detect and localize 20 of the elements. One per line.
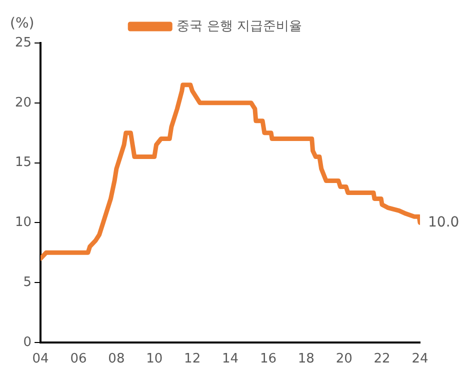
x-tick-label: 06	[70, 352, 87, 367]
x-tick-label: 04	[32, 352, 49, 367]
x-tick-label: 16	[260, 352, 276, 367]
y-tick-label: 20	[14, 95, 32, 110]
y-tick-label: 0	[23, 334, 32, 350]
y-tick-label: 25	[14, 35, 32, 50]
annotation: 10.0	[428, 214, 460, 230]
y-tick-label: 5	[23, 274, 32, 290]
y-axis-title: (%)	[10, 16, 34, 32]
x-tick-label: 20	[336, 352, 352, 367]
x-tick-label: 18	[298, 352, 314, 367]
legend-label: 중국 은행 지급준비율	[176, 18, 302, 34]
x-tick-label: 12	[184, 352, 201, 367]
x-tick-label: 14	[222, 352, 239, 367]
x-tick-label: 08	[108, 352, 125, 367]
x-tick-label: 22	[374, 352, 390, 367]
y-tick-label: 15	[14, 155, 32, 170]
x-tick-label: 24	[412, 352, 428, 367]
x-tick-label: 10	[146, 352, 163, 367]
y-tick-label: 10	[14, 215, 32, 230]
